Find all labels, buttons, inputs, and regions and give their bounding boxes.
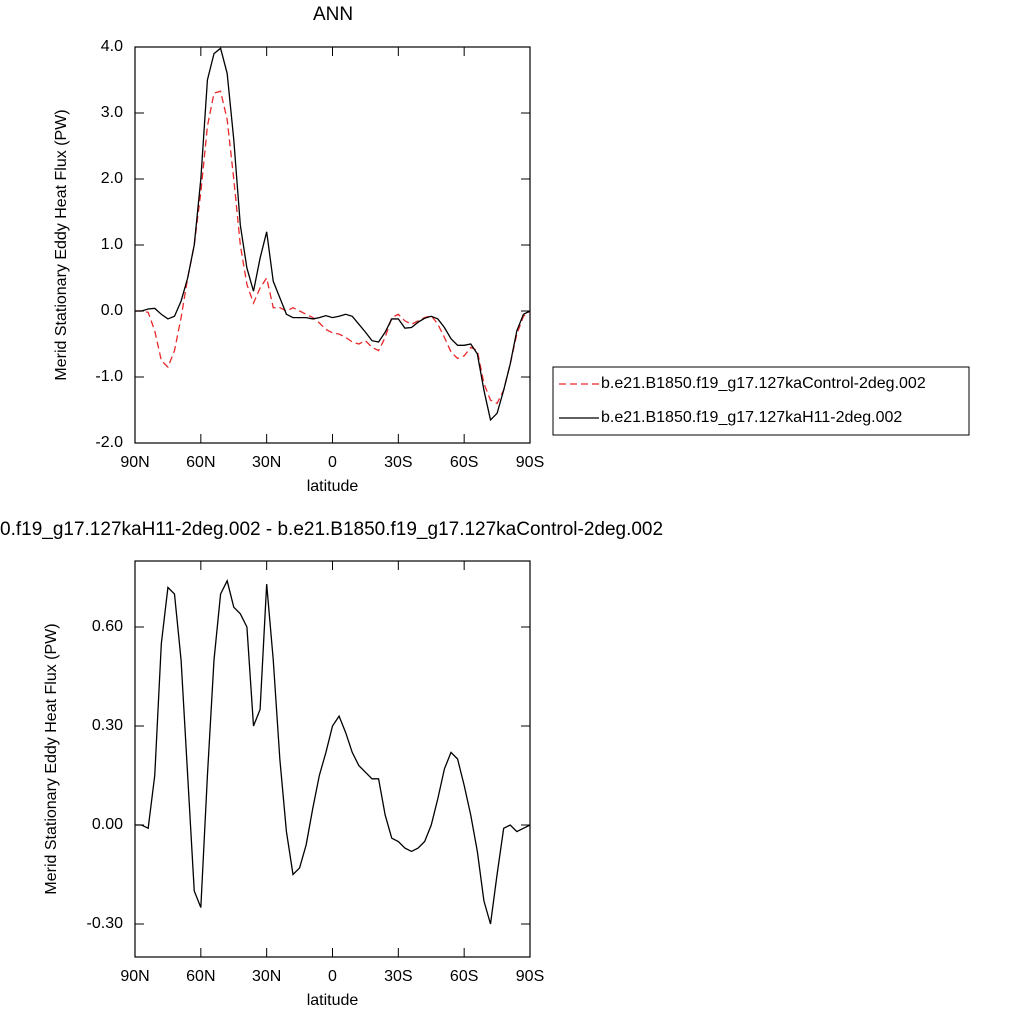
plot-frame <box>134 560 531 958</box>
x-tick-label: 90N <box>120 454 149 471</box>
x-axis-label: latitude <box>307 992 359 1009</box>
x-tick-label: 30S <box>384 968 412 985</box>
x-tick-label: 90S <box>516 454 544 471</box>
x-tick-label: 60S <box>450 454 478 471</box>
y-tick-label: 2.0 <box>101 170 123 187</box>
x-tick-label: 0 <box>328 968 337 985</box>
chart-title: ANN <box>313 4 353 25</box>
legend-label: b.e21.B1850.f19_g17.127kaControl-2deg.00… <box>601 375 926 392</box>
x-tick-label: 30N <box>252 454 281 471</box>
y-tick-label: 0.00 <box>92 816 123 833</box>
data-line <box>135 47 531 422</box>
x-tick-label: 60S <box>450 968 478 985</box>
y-tick-label: 4.0 <box>101 38 123 55</box>
y-tick-label: 0.0 <box>101 302 123 319</box>
chart-title: 0.f19_g17.127kaH11-2deg.002 - b.e21.B185… <box>0 519 663 540</box>
x-tick-label: 90S <box>516 968 544 985</box>
legend-box <box>552 366 970 436</box>
legend: b.e21.B1850.f19_g17.127kaControl-2deg.00… <box>552 366 970 436</box>
y-tick-label: -1.0 <box>95 368 123 385</box>
y-tick-label: -2.0 <box>95 434 123 451</box>
y-axis-label: Merid Stationary Eddy Heat Flux (PW) <box>53 109 70 380</box>
y-tick-label: 0.60 <box>92 618 123 635</box>
x-tick-label: 90N <box>120 968 149 985</box>
y-axis-label: Merid Stationary Eddy Heat Flux (PW) <box>43 623 60 894</box>
y-tick-label: 3.0 <box>101 104 123 121</box>
y-tick-label: 1.0 <box>101 236 123 253</box>
data-line <box>135 578 531 925</box>
y-tick-label: -0.30 <box>87 915 124 932</box>
data-line <box>135 90 531 405</box>
legend-label: b.e21.B1850.f19_g17.127kaH11-2deg.002 <box>601 409 902 426</box>
x-tick-label: 30N <box>252 968 281 985</box>
x-tick-label: 30S <box>384 454 412 471</box>
x-tick-label: 0 <box>328 454 337 471</box>
x-axis-label: latitude <box>307 478 359 495</box>
x-tick-label: 60N <box>186 968 215 985</box>
x-tick-label: 60N <box>186 454 215 471</box>
y-tick-label: 0.30 <box>92 717 123 734</box>
